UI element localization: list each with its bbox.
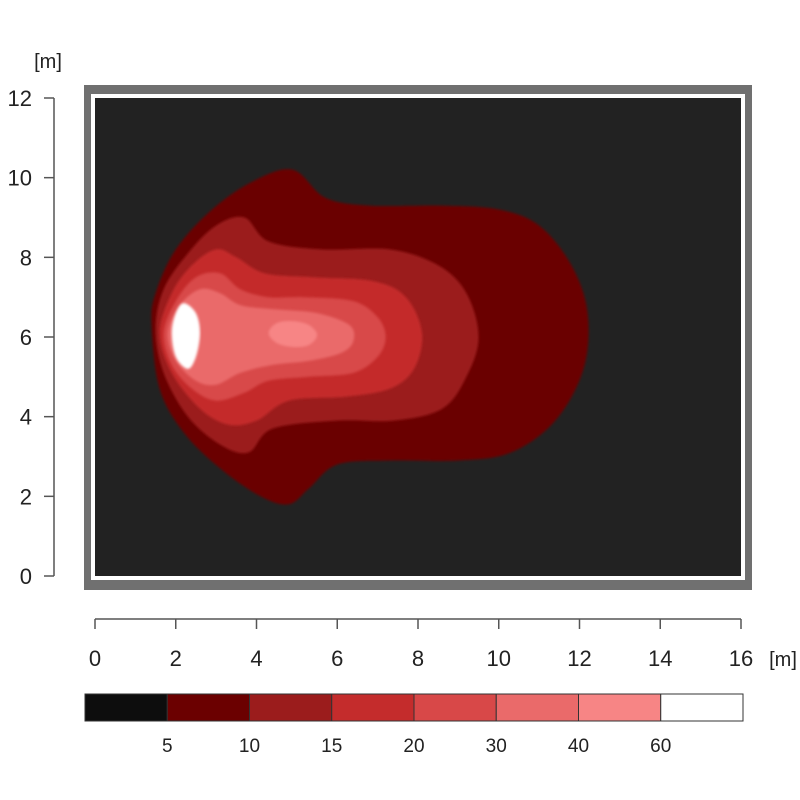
x-tick-label: 8 (412, 646, 424, 671)
legend-break-label: 20 (403, 736, 424, 757)
x-axis-unit-label: [m] (769, 649, 797, 671)
legend-swatch (84, 693, 168, 722)
legend-colorbar: 5 10 15 20 30 40 60 (84, 693, 744, 757)
legend-swatch (578, 693, 662, 722)
y-tick-label: 12 (8, 86, 32, 111)
x-tick-label: 2 (170, 646, 182, 671)
legend-break-label: 60 (650, 736, 671, 757)
contour-band-40 (268, 320, 318, 348)
y-tick-label: 6 (20, 325, 32, 350)
y-tick-label: 10 (8, 166, 32, 191)
legend-break-label: 15 (321, 736, 342, 757)
contour-band-30 (167, 288, 355, 386)
x-tick-label: 6 (331, 646, 343, 671)
x-axis-ticks: 0 2 4 6 8 10 12 14 16 (89, 619, 753, 671)
legend-swatch (495, 693, 579, 722)
x-tick-label: 4 (250, 646, 262, 671)
legend-break-label: 40 (568, 736, 589, 757)
x-tick-label: 16 (729, 646, 753, 671)
legend-break-label: 10 (239, 736, 260, 757)
y-tick-label: 2 (20, 484, 32, 509)
y-axis-ticks: 0 2 4 6 8 10 12 (8, 86, 54, 589)
legend-swatch (166, 693, 250, 722)
x-tick-label: 0 (89, 646, 101, 671)
y-tick-label: 8 (20, 245, 32, 270)
legend-break-label: 5 (162, 736, 173, 757)
legend-swatch (413, 693, 497, 722)
y-axis-unit-label: [m] (34, 51, 62, 73)
x-tick-label: 10 (487, 646, 511, 671)
contour-layer (151, 169, 589, 505)
legend-swatch (249, 693, 333, 722)
y-tick-label: 4 (20, 405, 32, 430)
legend-swatch (331, 693, 415, 722)
legend-swatch (660, 693, 744, 722)
legend-break-label: 30 (486, 736, 507, 757)
x-tick-label: 14 (648, 646, 672, 671)
x-tick-label: 12 (567, 646, 591, 671)
contour-band-60 (171, 303, 200, 369)
y-tick-label: 0 (20, 564, 32, 589)
